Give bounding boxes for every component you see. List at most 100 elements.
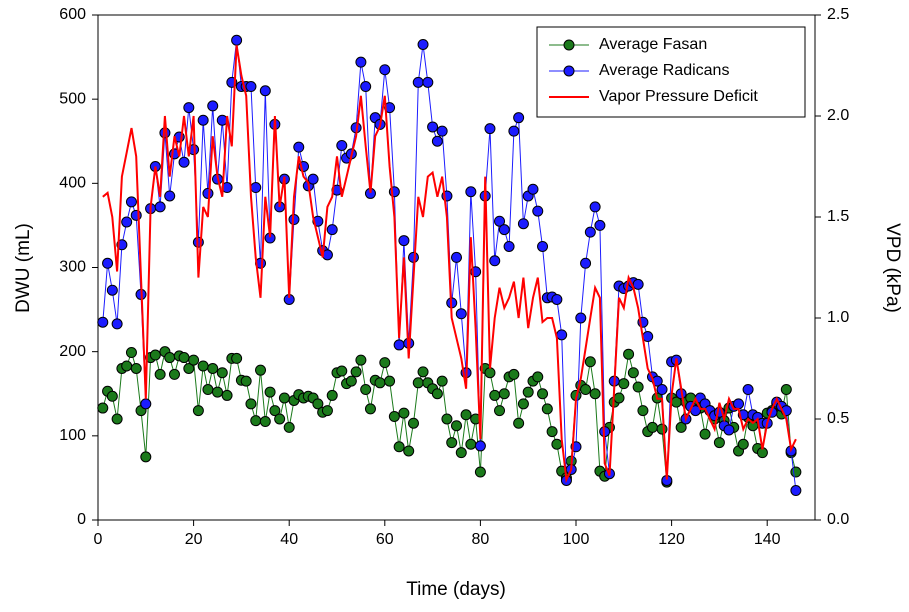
x-tick-label: 80	[472, 531, 490, 548]
data-point	[584, 226, 596, 238]
data-point	[517, 398, 529, 410]
data-point	[646, 421, 658, 433]
data-point	[379, 357, 391, 369]
data-point	[250, 415, 262, 427]
data-point	[130, 363, 142, 374]
x-tick-label: 140	[754, 531, 781, 548]
data-point	[637, 405, 649, 417]
data-point	[269, 405, 281, 417]
data-point	[675, 421, 687, 433]
y-tick-label: 400	[59, 175, 86, 192]
data-point	[140, 398, 152, 410]
data-point	[216, 367, 228, 379]
data-point	[212, 386, 223, 398]
data-point	[465, 186, 477, 198]
data-point	[790, 466, 802, 478]
series-line	[102, 45, 797, 484]
data-point	[580, 257, 592, 269]
data-point	[183, 363, 195, 374]
data-point	[125, 347, 137, 359]
data-point	[489, 255, 501, 267]
data-point	[360, 384, 372, 396]
data-point	[513, 112, 525, 124]
data-point	[106, 390, 118, 402]
data-point	[121, 216, 133, 228]
x-tick-label: 40	[280, 531, 298, 548]
data-point	[274, 413, 286, 425]
data-point	[618, 378, 630, 390]
data-point	[149, 349, 161, 361]
data-point	[183, 102, 195, 114]
data-point	[345, 375, 357, 387]
data-point	[737, 438, 749, 450]
data-point	[140, 451, 152, 463]
data-point	[474, 466, 486, 478]
data-point	[460, 409, 472, 421]
data-point	[517, 218, 529, 230]
data-point	[575, 312, 587, 324]
data-point	[498, 224, 510, 236]
data-point	[537, 240, 549, 252]
data-point	[326, 389, 338, 401]
legend-label: Vapor Pressure Deficit	[599, 88, 758, 105]
x-tick-label: 0	[94, 531, 103, 548]
data-point	[503, 240, 515, 252]
data-point	[446, 437, 458, 449]
y2-tick-label: 2.5	[827, 6, 849, 23]
data-point	[407, 251, 419, 263]
data-point	[350, 366, 362, 378]
data-point	[489, 389, 501, 401]
data-point	[283, 421, 295, 433]
data-point	[188, 354, 200, 366]
data-point	[393, 339, 405, 351]
data-point	[125, 196, 137, 208]
data-point	[546, 426, 558, 438]
y-tick-label: 100	[59, 427, 86, 444]
data-point	[245, 81, 257, 93]
data-point	[111, 413, 123, 425]
data-point	[278, 392, 290, 404]
data-point	[192, 405, 204, 417]
data-point	[498, 388, 510, 400]
data-point	[431, 388, 443, 400]
x-tick-label: 100	[563, 531, 590, 548]
data-point	[355, 56, 367, 68]
y-axis-label: DWU (mL)	[13, 223, 34, 313]
data-point	[384, 375, 396, 387]
data-point	[403, 445, 415, 457]
data-point	[537, 388, 549, 400]
y2-tick-label: 1.0	[827, 309, 849, 326]
data-point	[407, 417, 419, 429]
data-point	[164, 352, 176, 364]
data-point	[374, 377, 386, 389]
data-point	[364, 403, 376, 415]
data-point	[494, 405, 506, 417]
data-point	[589, 201, 601, 213]
data-point	[121, 360, 133, 372]
data-point	[484, 367, 496, 379]
data-point	[412, 76, 424, 88]
data-point	[178, 352, 190, 364]
data-point	[427, 121, 439, 133]
data-point	[154, 368, 166, 380]
data-point	[360, 81, 372, 93]
legend-marker	[563, 65, 575, 77]
data-point	[623, 348, 635, 360]
data-point	[393, 441, 405, 453]
data-point	[532, 371, 544, 383]
data-point	[436, 375, 448, 387]
data-point	[613, 392, 625, 404]
data-point	[551, 293, 563, 305]
data-point	[455, 308, 467, 320]
data-point	[451, 420, 462, 432]
data-point	[790, 485, 802, 497]
data-point	[508, 368, 520, 380]
legend-marker	[563, 39, 575, 51]
x-tick-label: 20	[185, 531, 203, 548]
data-point	[97, 316, 109, 328]
data-point	[580, 384, 592, 396]
data-point	[527, 183, 539, 195]
data-point	[240, 375, 252, 387]
data-point	[264, 386, 276, 398]
